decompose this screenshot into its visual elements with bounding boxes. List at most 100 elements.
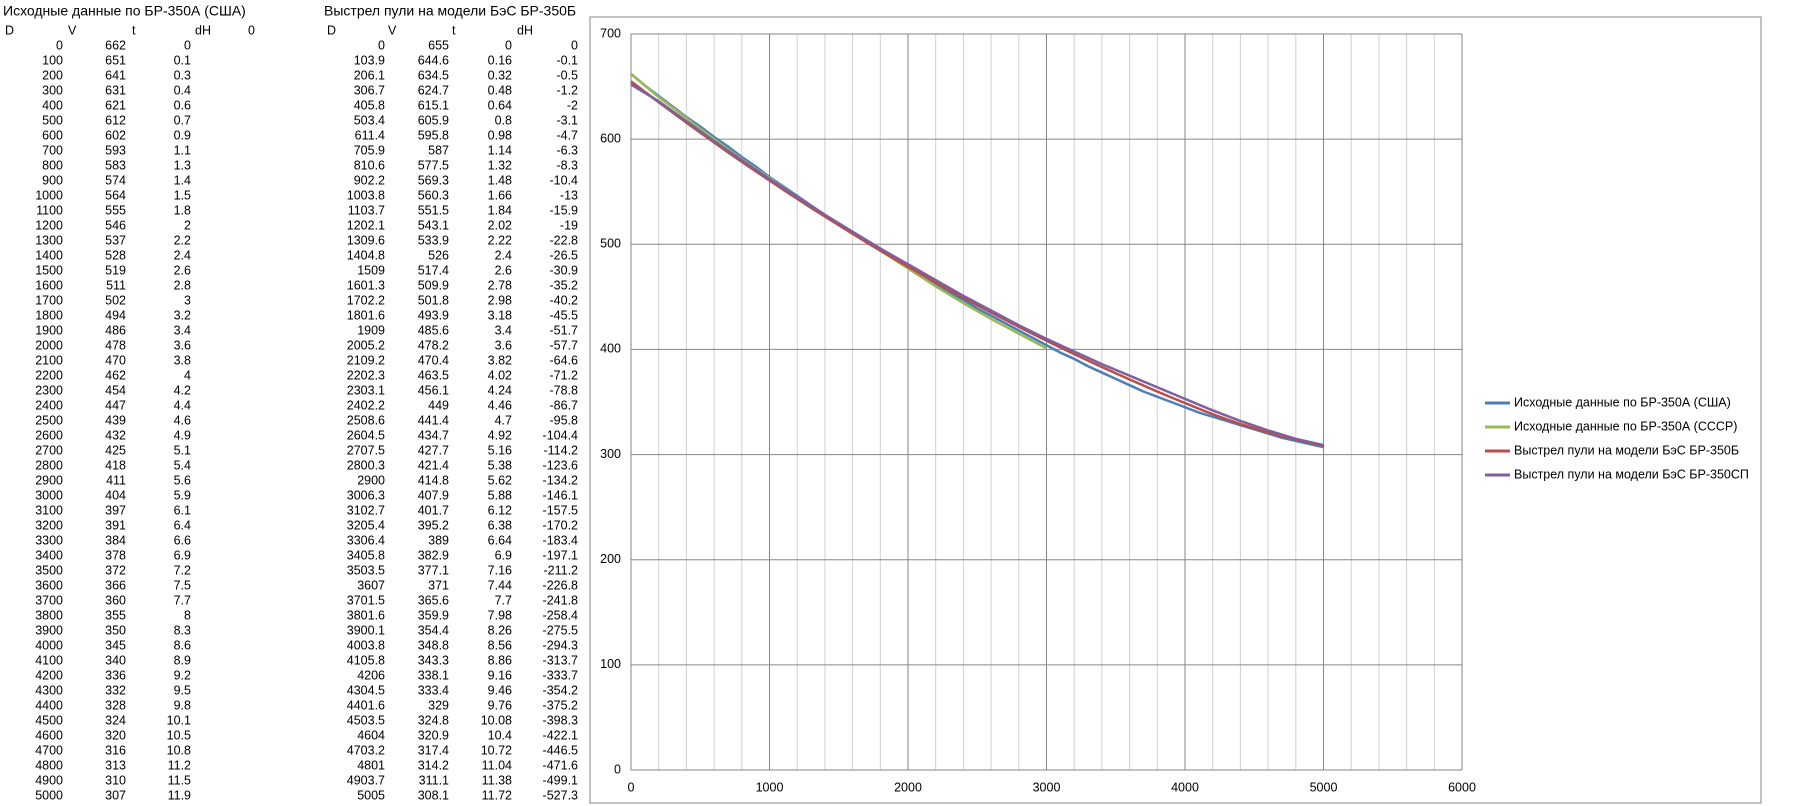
table-cell: 0.6 [174,98,191,112]
table-cell: 11.04 [482,758,512,772]
table-cell: 3.4 [495,323,512,337]
table-cell: 1100 [36,203,63,217]
table-cell: 3900.1 [347,623,385,637]
legend-label: Исходные данные по БР-350А (СССР) [1514,419,1737,433]
table-cell: 4.46 [488,398,512,412]
table-cell: 4400 [35,698,63,712]
table-cell: 800 [42,158,63,172]
table-cell: 0.98 [488,128,512,142]
table-cell: 310 [105,773,126,787]
table-cell: 5005 [357,788,385,802]
table-cell: 2.98 [488,293,512,307]
table-cell: 5.1 [174,443,191,457]
table-cell: 3801.6 [347,608,385,622]
table-cell: 3.4 [174,323,191,337]
table-cell: 4600 [35,728,63,742]
table-cell: -10.4 [550,173,579,187]
table-cell: 3800 [35,608,63,622]
table-cell: 320.9 [418,728,449,742]
data-line [630,80,1325,448]
table-cell: -71.2 [550,368,579,382]
table-cell: 5.9 [174,488,191,502]
table-cell: 0.48 [488,83,512,97]
table-cell: 641 [105,68,126,82]
x-tick-label: 3000 [1033,780,1061,794]
table-cell: 3503.5 [347,563,385,577]
table-title: Исходные данные по БР-350А (США) [3,3,246,19]
table-cell: 2303.1 [347,383,385,397]
table-cell: -8.3 [556,158,578,172]
chart-frame [589,16,1762,804]
table-cell: -211.2 [543,563,578,577]
table-cell: 4.7 [495,413,512,427]
table-cell: 0.9 [174,128,191,142]
table-cell: -258.4 [543,608,578,622]
table-cell: 1.48 [488,173,512,187]
table-cell: 1.8 [174,203,191,217]
y-tick-label: 100 [600,657,621,671]
table-cell: 7.5 [174,578,191,592]
table-cell: 389 [428,533,449,547]
table-cell: 9.46 [488,683,512,697]
table-cell: 8 [184,608,191,622]
table-cell: -40.2 [550,293,579,307]
table-cell: 10.8 [167,743,191,757]
table-cell: 10.1 [167,713,191,727]
table-cell: 4500 [35,713,63,727]
table-cell: 4703.2 [347,743,385,757]
table-cell: 502 [105,293,126,307]
table-cell: 2.8 [174,278,191,292]
table-cell: 3.6 [174,338,191,352]
table-cell: 3200 [35,518,63,532]
table-cell: 2 [184,218,191,232]
y-tick-label: 300 [600,447,621,461]
table-cell: 1909 [357,323,385,337]
table-cell: 2508.6 [347,413,385,427]
table-cell: 6.12 [488,503,512,517]
table-cell: 8.3 [174,623,191,637]
table-cell: -35.2 [550,278,579,292]
table-cell: 470 [105,353,126,367]
table-cell: 395.2 [418,518,449,532]
table-cell: 564 [105,188,126,202]
table-cell: 583 [105,158,126,172]
table-cell: 615.1 [418,98,449,112]
table-cell: 2.4 [174,248,191,262]
table-cell: 4304.5 [347,683,385,697]
table-cell: 4900 [35,773,63,787]
table-cell: -19 [560,218,578,232]
table-cell: 313 [105,758,126,772]
table-cell: -398.3 [543,713,578,727]
table-cell: 336 [105,668,126,682]
table-cell: -13 [560,188,578,202]
table-cell: 404 [105,488,126,502]
table-cell: 333.4 [418,683,449,697]
table-cell: -294.3 [543,638,578,652]
table-cell: 0.1 [174,53,191,67]
table-cell: 1.1 [174,143,191,157]
table-cell: 1509 [357,263,385,277]
table-cell: 655 [428,38,449,52]
data-line [630,83,1324,447]
y-tick-label: 500 [600,237,621,251]
table-cell: 595.8 [418,128,449,142]
table-cell: -4.7 [556,128,578,142]
table-cell: -104.4 [543,428,578,442]
table-cell: -375.2 [543,698,578,712]
table-cell: 6.9 [174,548,191,562]
table-cell: 350 [105,623,126,637]
table-cell: 10.4 [488,728,512,742]
table-cell: 103.9 [354,53,385,67]
table-cell: 494 [105,308,126,322]
table-cell: -241.8 [543,593,578,607]
table-cell: 2400 [35,398,63,412]
table-cell: -22.8 [550,233,579,247]
table-cell: 328 [105,698,126,712]
table-cell: -275.5 [543,623,578,637]
table-cell: 7.98 [488,608,512,622]
table-cell: 4604 [357,728,385,742]
table-cell: 11.38 [482,773,512,787]
table-cell: 421.4 [418,458,449,472]
table-cell: 3300 [35,533,63,547]
